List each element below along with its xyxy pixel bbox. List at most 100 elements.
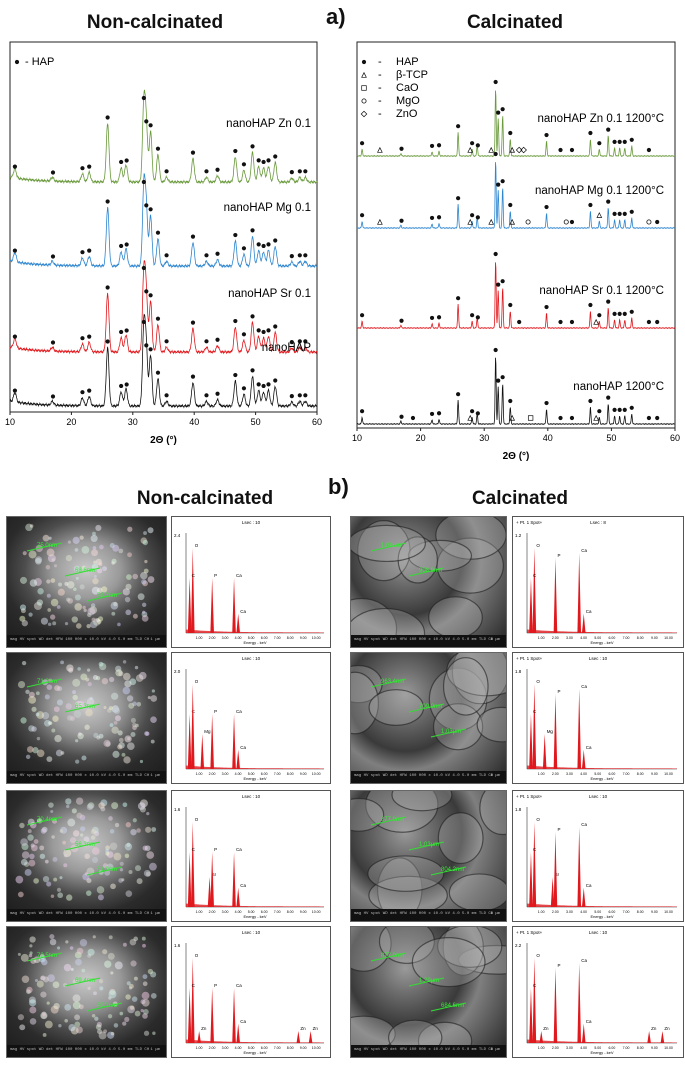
- particle: [102, 566, 108, 572]
- particle: [51, 818, 58, 824]
- phase-marker: [261, 383, 266, 389]
- eds-x-tick: 1.00: [538, 910, 545, 914]
- particle: [46, 756, 53, 763]
- eds-x-tick: 6.00: [261, 772, 268, 776]
- scale-bar-label: 1 μm: [490, 774, 500, 778]
- phase-marker: [50, 394, 56, 399]
- phase-marker: [359, 313, 365, 318]
- particle: [80, 673, 88, 681]
- phase-marker: [655, 415, 660, 421]
- grain: [437, 812, 484, 865]
- grain: [442, 927, 484, 976]
- phase-marker: [612, 211, 617, 216]
- particle: [26, 986, 33, 994]
- eds-x-tick: 4.00: [580, 1046, 587, 1050]
- eds-peak: [553, 694, 558, 769]
- particle: [74, 1021, 81, 1028]
- particle: [42, 534, 50, 542]
- diffractogram-line: [357, 357, 676, 426]
- eds-peak-label: Ca: [581, 684, 587, 689]
- phase-marker: [544, 400, 549, 406]
- eds-x-tick: 9.00: [651, 910, 658, 914]
- phase-marker: [500, 179, 505, 184]
- particle: [56, 699, 64, 706]
- size-annotation: 709.0nm: [419, 704, 442, 710]
- phase-marker: [273, 378, 278, 383]
- particle: [69, 946, 74, 950]
- particle: [138, 671, 147, 680]
- eds-x-tick: 2.00: [209, 1046, 216, 1050]
- measure-line: [64, 841, 101, 851]
- particle: [92, 935, 96, 939]
- particle: [75, 576, 79, 580]
- phase-marker: [303, 253, 308, 258]
- measure-line: [86, 866, 123, 876]
- phase-marker: [12, 248, 18, 253]
- particle: [92, 856, 99, 863]
- eds-peak: [542, 734, 547, 769]
- particle: [67, 598, 73, 604]
- sem-info-text: mag HV spot WD det HFW 100 000 x 10.0 kV…: [354, 638, 494, 642]
- eds-peak: [236, 613, 241, 633]
- eds-plot: Lsec : 10 2.4 1.00 2.00 3.00 4.00 5.00 6.00 7.00…: [174, 520, 324, 645]
- phase-marker: [646, 415, 652, 421]
- eds-peak: [581, 887, 586, 907]
- particle: [28, 550, 37, 559]
- phase-marker: [429, 411, 435, 417]
- particle: [72, 690, 76, 695]
- particle: [44, 694, 50, 700]
- size-annotation: 72.5nm: [37, 953, 57, 959]
- phase-marker: [164, 393, 169, 398]
- particle: [29, 853, 35, 860]
- eds-continuum: [527, 765, 677, 769]
- eds-x-tick: 5.00: [248, 1046, 255, 1050]
- scale-bar-label: 1 μm: [490, 638, 500, 642]
- phase-marker: [250, 144, 255, 149]
- particle: [21, 620, 28, 627]
- particle: [122, 802, 128, 808]
- particle: [28, 953, 33, 958]
- phase-marker: [520, 146, 527, 154]
- particle: [146, 811, 150, 816]
- particle: [91, 847, 100, 855]
- eds-peak-label: Sr: [212, 872, 217, 877]
- phase-marker: [629, 137, 634, 142]
- eds-x-tick: 8.00: [637, 636, 644, 640]
- particle: [21, 660, 27, 666]
- phase-marker: [517, 319, 522, 325]
- phase-marker: [493, 251, 498, 257]
- phase-marker: [456, 296, 461, 301]
- particle: [49, 934, 55, 940]
- particle: [125, 890, 133, 897]
- particle: [123, 672, 131, 681]
- particle: [152, 1031, 156, 1035]
- particle: [77, 667, 81, 671]
- particle: [35, 557, 42, 565]
- eds-peak-label: P: [214, 983, 217, 988]
- phase-marker: [190, 320, 196, 325]
- particle: [122, 686, 131, 695]
- eds-peak: [210, 578, 214, 633]
- particle: [39, 853, 46, 860]
- measure-line: [370, 952, 407, 962]
- sem-image: 963.4nm 709.0nm 1.03μm mag HV spot WD det H…: [350, 652, 507, 784]
- size-annotation: 963.4nm: [381, 679, 404, 685]
- particle: [136, 702, 142, 707]
- particle: [95, 1024, 102, 1030]
- particle: [109, 842, 118, 851]
- sem-info-text: mag HV spot WD det HFW 100 000 x 10.0 kV…: [10, 912, 150, 916]
- phase-marker: [105, 285, 110, 290]
- series-label: nanoHAP Zn 0.1: [226, 118, 311, 130]
- eds-x-tick: 1.00: [538, 1046, 545, 1050]
- eds-peak-label: Ca: [240, 609, 246, 614]
- eds-title: Lsec : 10: [589, 656, 608, 661]
- eds-x-tick: 7.00: [274, 636, 281, 640]
- particle: [73, 710, 82, 718]
- particle: [84, 853, 90, 860]
- particle: [124, 1016, 130, 1023]
- panel-b-label: b): [328, 474, 349, 499]
- eds-peak: [210, 852, 214, 907]
- eds-peak-label: Zn: [664, 1026, 670, 1031]
- phase-marker: [119, 329, 124, 335]
- phase-marker: [266, 328, 271, 333]
